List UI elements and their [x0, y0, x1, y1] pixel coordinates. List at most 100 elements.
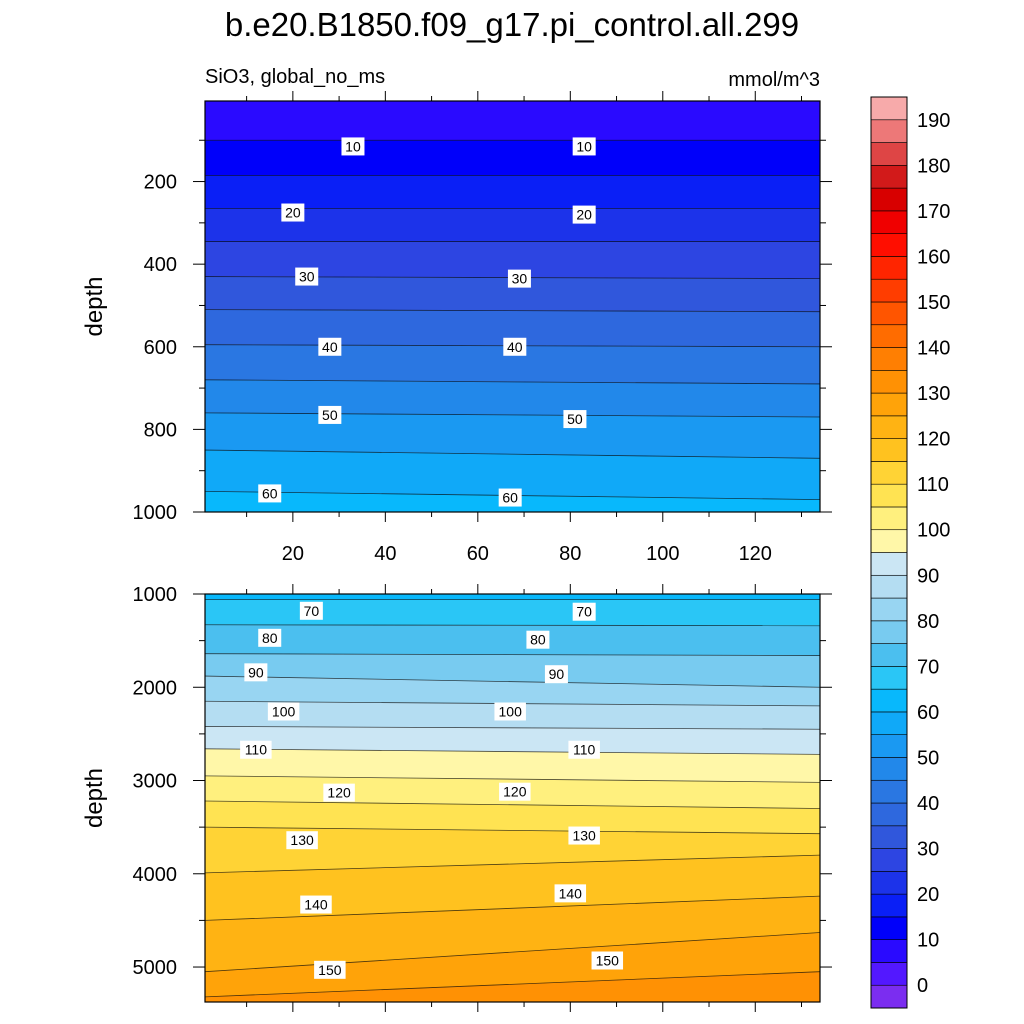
contour-line	[205, 379, 820, 385]
colorbar-swatch	[870, 347, 908, 371]
contour-label-box	[554, 884, 587, 903]
contour-line	[205, 826, 820, 835]
left-subtitle: SiO3, global_no_ms	[205, 66, 385, 88]
contour-label-box	[544, 665, 568, 684]
colorbar-swatch	[870, 324, 908, 348]
x-tick-label: 20	[282, 543, 304, 565]
colorbar-swatch	[870, 415, 908, 439]
y-tick-label: 3000	[133, 771, 178, 793]
contour-line	[205, 412, 820, 418]
contour-label-box	[563, 410, 587, 429]
colorbar-swatch	[870, 483, 908, 508]
colorbar-swatch	[870, 643, 908, 667]
contour-band	[205, 748, 820, 783]
contour-label: 100	[272, 704, 296, 720]
contour-band	[205, 971, 820, 1002]
colorbar-swatch	[870, 597, 908, 622]
colorbar-swatch	[870, 369, 908, 394]
colorbar-swatch	[870, 529, 908, 553]
y-tick-label: 800	[144, 419, 177, 441]
x-tick-label: 60	[467, 543, 489, 565]
colorbar-swatch	[870, 916, 908, 940]
y-tick-label: 2000	[133, 677, 178, 699]
contour-band	[205, 624, 820, 656]
contour-band	[205, 896, 820, 972]
contour-bands	[205, 101, 820, 512]
contour-bands	[205, 594, 820, 1002]
colorbar-label: 140	[917, 338, 950, 360]
x-tick-label: 80	[559, 543, 581, 565]
colorbar-swatch	[870, 392, 908, 417]
contour-label: 110	[573, 742, 596, 758]
contour-label: 120	[327, 785, 351, 801]
contour-band	[205, 412, 820, 459]
colorbar-label: 160	[917, 246, 950, 268]
contour-label: 130	[572, 828, 596, 844]
contour-line	[205, 624, 820, 627]
contour-label: 50	[567, 411, 583, 427]
colorbar-label: 70	[917, 656, 939, 678]
colorbar-label: 0	[917, 975, 928, 997]
colorbar-swatch	[870, 825, 908, 849]
contour-line	[205, 932, 820, 973]
colorbar-swatch	[870, 96, 908, 121]
colorbar-swatch	[870, 893, 908, 918]
contour-band	[205, 140, 820, 176]
contour-band	[205, 379, 820, 417]
contour-label: 20	[285, 205, 301, 221]
contour-label: 50	[322, 407, 338, 423]
contour-band	[205, 827, 820, 873]
colorbar-frame	[870, 96, 908, 1009]
contour-label-box	[568, 740, 600, 759]
contour-line	[205, 748, 820, 755]
contour-label: 110	[245, 742, 268, 758]
plot-frame	[204, 593, 821, 1003]
contour-label-box	[323, 783, 355, 802]
plot-frame	[204, 100, 821, 513]
colorbar-swatch	[870, 871, 908, 895]
colorbar-swatch	[870, 688, 908, 713]
y-tick-label: 1000	[133, 584, 178, 606]
colorbar-swatch	[870, 278, 908, 303]
colorbar-swatch	[870, 802, 908, 827]
y-tick-label: 600	[144, 337, 177, 359]
contour-band	[205, 276, 820, 312]
colorbar-label: 30	[917, 839, 939, 861]
contour-label-box	[341, 137, 365, 156]
colorbar-swatch	[870, 256, 908, 280]
contour-line	[205, 653, 820, 656]
contour-band	[205, 101, 820, 141]
right-subtitle: mmol/m^3	[728, 69, 820, 91]
contour-label-box	[572, 137, 596, 156]
contour-band	[205, 676, 820, 706]
contour-band	[205, 653, 820, 688]
colorbar-swatch	[870, 552, 908, 576]
colorbar-swatch	[870, 506, 908, 531]
colorbar-label: 20	[917, 884, 939, 906]
colorbar-swatch	[870, 962, 908, 986]
contour-line	[205, 854, 820, 874]
contour-band	[205, 450, 820, 500]
contour-line	[205, 309, 820, 313]
colorbar-label: 150	[917, 292, 950, 314]
contour-band	[205, 241, 820, 279]
contour-label-box	[494, 702, 526, 721]
contour-label-box	[572, 205, 596, 224]
contour-label-box	[503, 337, 527, 356]
contour-label-box	[591, 951, 624, 970]
colorbar-label: 180	[917, 155, 950, 177]
contour-label-box	[281, 203, 305, 222]
contour-label: 140	[304, 897, 328, 913]
y-tick-label: 4000	[133, 864, 178, 886]
colorbar-label: 60	[917, 702, 939, 724]
colorbar-swatch	[870, 734, 908, 758]
colorbar-label: 130	[917, 383, 950, 405]
contour-label-box	[267, 702, 300, 721]
colorbar-label: 90	[917, 565, 939, 587]
contour-label: 140	[559, 885, 583, 901]
contour-band	[205, 932, 820, 997]
colorbar-swatch	[870, 574, 908, 599]
contour-label-box	[507, 269, 531, 288]
contour-band	[205, 309, 820, 347]
